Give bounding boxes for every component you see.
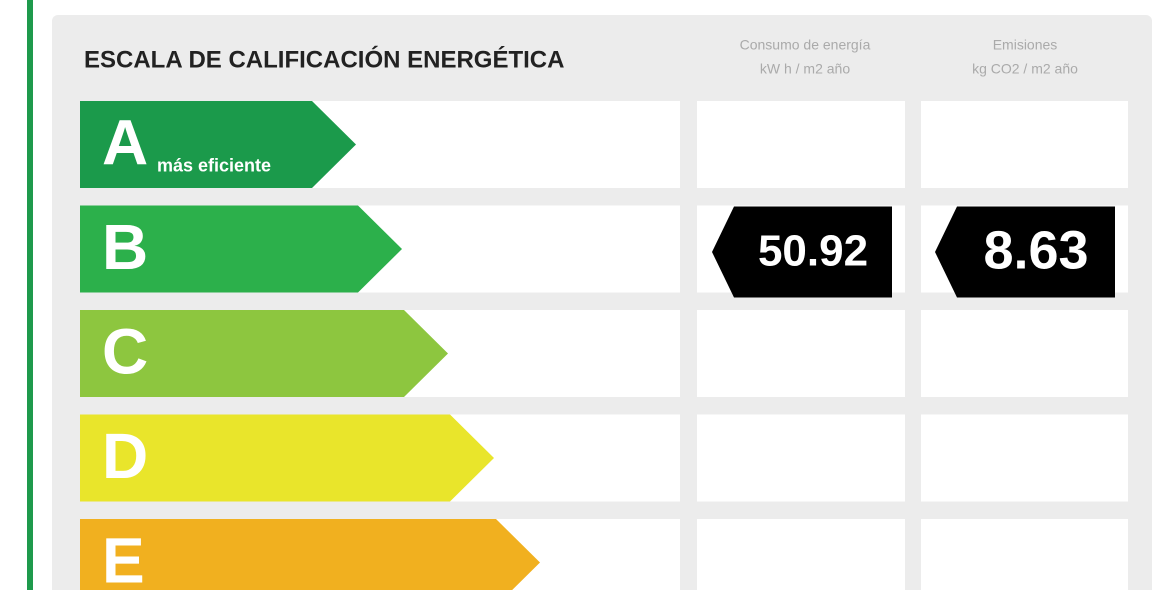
cell bbox=[921, 519, 1128, 590]
column-title: Emisiones bbox=[993, 37, 1058, 53]
rating-badge bbox=[712, 206, 892, 298]
rating-note: más eficiente bbox=[157, 155, 271, 175]
cell bbox=[697, 519, 905, 590]
rating-arrow bbox=[80, 414, 494, 502]
cell bbox=[921, 310, 1128, 397]
cell bbox=[921, 414, 1128, 502]
rating-letter: D bbox=[102, 420, 148, 492]
title: ESCALA DE CALIFICACIÓN ENERGÉTICA bbox=[84, 45, 564, 73]
rating-arrow bbox=[80, 205, 402, 293]
cell bbox=[697, 414, 905, 502]
rating-arrow bbox=[80, 101, 356, 188]
rating-arrow bbox=[80, 310, 448, 397]
cell bbox=[921, 101, 1128, 188]
rating-arrow bbox=[80, 519, 540, 590]
rating-badge bbox=[935, 206, 1115, 298]
rating-letter: A bbox=[102, 106, 148, 178]
side-rule bbox=[27, 0, 33, 590]
rating-letter: E bbox=[102, 524, 145, 590]
cell bbox=[697, 310, 905, 397]
rating-value: 8.63 bbox=[983, 220, 1088, 280]
column-unit: kW h / m2 año bbox=[760, 61, 850, 77]
column-title: Consumo de energía bbox=[740, 37, 871, 53]
rating-letter: B bbox=[102, 211, 148, 283]
rating-value: 50.92 bbox=[758, 227, 868, 276]
column-unit: kg CO2 / m2 año bbox=[972, 61, 1078, 77]
cell bbox=[697, 101, 905, 188]
rating-letter: C bbox=[102, 315, 148, 387]
